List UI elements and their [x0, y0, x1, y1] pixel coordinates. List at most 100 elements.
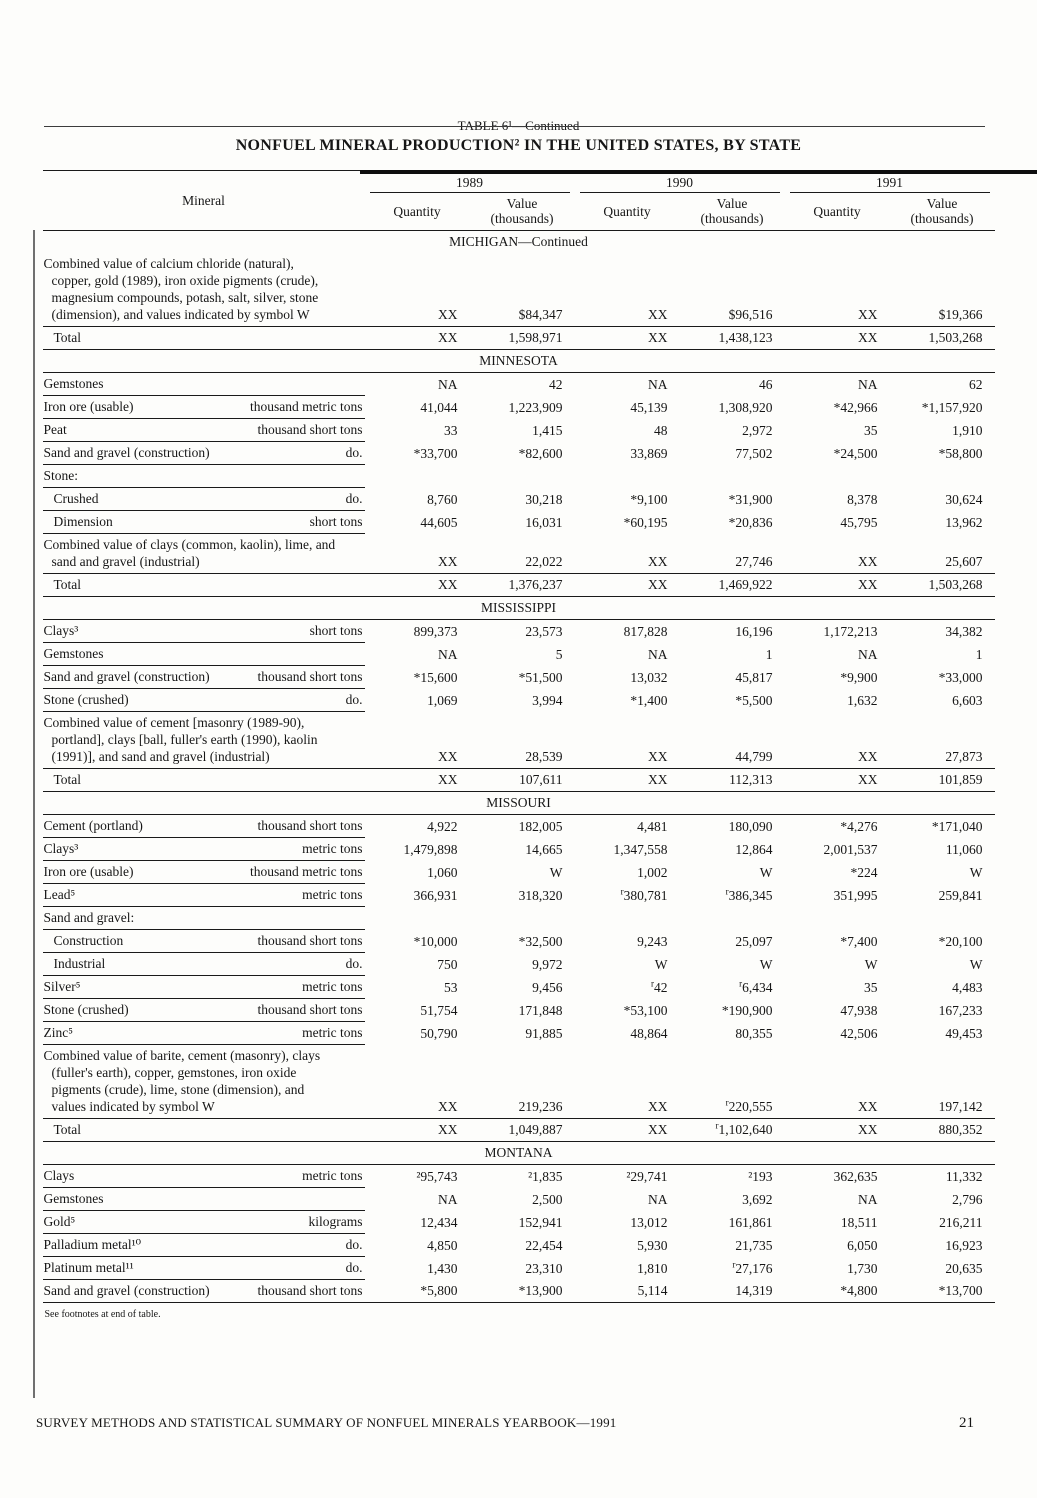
mineral-label: Stone:: [43, 468, 79, 483]
value-cell: *42,966: [833, 400, 878, 415]
unit-label: do.: [345, 1237, 363, 1252]
unit-label: do.: [345, 491, 363, 506]
unit-label: metric tons: [302, 1168, 363, 1183]
mineral-label: Stone (crushed): [43, 692, 129, 707]
table-row: Sand and gravel:: [42, 907, 995, 930]
mineral-label: Clays: [43, 1168, 75, 1183]
value-cell: 27,746: [735, 554, 773, 569]
value-cell: 5: [555, 647, 563, 662]
mineral-label-cell: Combined value of cement [masonry (1989-…: [43, 712, 365, 768]
value-cell: 1,632: [847, 693, 878, 708]
value-cell: 14,319: [735, 1283, 773, 1298]
value-cell: 25,607: [945, 554, 983, 569]
value-cell: *60,195: [623, 515, 668, 530]
table-row: Iron ore (usable) thousand metric tons 1,0…: [42, 861, 995, 884]
value-cell: XX: [648, 1099, 668, 1114]
value-cell: XX: [648, 554, 668, 569]
unit-label: metric tons: [302, 979, 363, 994]
value-cell: XX: [858, 772, 878, 787]
table-title: NONFUEL MINERAL PRODUCTION² IN THE UNITE…: [235, 137, 802, 154]
value-cell: 23,310: [525, 1261, 563, 1276]
value-cell: 167,233: [938, 1003, 983, 1018]
value-cell: r42: [651, 978, 668, 995]
table-row: Combined value of calcium chloride (natu…: [42, 253, 995, 327]
value-cell: NA: [858, 1192, 878, 1207]
value-cell: r220,555: [725, 1097, 773, 1114]
value-cell: *9,100: [630, 492, 668, 507]
value-cell: XX: [858, 307, 878, 322]
value-cell: 8,378: [847, 492, 878, 507]
value-cell: 9,456: [532, 980, 563, 995]
mineral-column-header: Mineral: [182, 193, 225, 208]
value-cell: NA: [858, 377, 878, 392]
value-column-header: Value (thousands): [680, 193, 785, 230]
value-cell: 1,810: [637, 1261, 668, 1276]
unit-label: thousand short tons: [257, 422, 363, 437]
mineral-label-cell: Sand and gravel:: [42, 907, 365, 930]
mineral-label-line: Combined value of calcium chloride (natu…: [43, 256, 294, 271]
value-cell: [680, 483, 785, 488]
value-cell: 1,503,268: [928, 577, 983, 592]
scan-edge-top: [44, 126, 985, 127]
value-cell: *1,157,920: [921, 400, 983, 415]
value-cell: 12,434: [420, 1215, 458, 1230]
mineral-label-cell: Total: [43, 327, 365, 349]
value-cell: XX: [438, 772, 458, 787]
value-cell: XX: [858, 554, 878, 569]
table-row: Stone (crushed) do. 1,069 3,994 *1,400 *5,500…: [42, 689, 995, 712]
value-cell: 51,754: [420, 1003, 458, 1018]
year-label: 1991: [789, 171, 990, 193]
mineral-label-cell: Iron ore (usable) thousand metric tons: [42, 396, 365, 419]
value-cell: *24,500: [833, 446, 878, 461]
value-cell: 1,308,920: [718, 400, 773, 415]
section-header: MINNESOTA: [42, 350, 995, 373]
table-row: Industrial do. 750 9,972 W W W W: [42, 953, 995, 976]
value-header-line1: Value: [506, 196, 538, 211]
table-row: Crushed do. 8,760 30,218 *9,100 *31,900 8,378 3…: [42, 488, 995, 511]
value-cell: 2,500: [532, 1192, 563, 1207]
value-cell: $96,516: [728, 307, 773, 322]
value-cell: 33,869: [630, 446, 668, 461]
quantity-column-header: Quantity: [813, 203, 861, 219]
value-cell: [890, 925, 995, 930]
value-cell: 42: [549, 377, 563, 392]
mineral-label: Total: [53, 1122, 82, 1137]
value-cell: 1,376,237: [508, 577, 563, 592]
value-cell: 48,864: [630, 1026, 668, 1041]
value-cell: *7,400: [840, 934, 878, 949]
mineral-label-cell: Iron ore (usable) thousand metric tons: [42, 861, 365, 884]
mineral-label: Sand and gravel (construction): [43, 669, 210, 684]
value-cell: *58,800: [938, 446, 983, 461]
mineral-label: Clays³: [43, 841, 79, 856]
value-cell: 91,885: [525, 1026, 563, 1041]
value-cell: 62: [969, 377, 983, 392]
mineral-label: Total: [53, 772, 82, 787]
value-cell: XX: [438, 554, 458, 569]
table-row: Total XX 1,376,237 XX 1,469,922 XX 1,503,268: [42, 574, 995, 597]
page-number: 21: [959, 1415, 974, 1431]
value-cell: *51,500: [518, 670, 563, 685]
value-cell: 44,799: [735, 749, 773, 764]
value-cell: XX: [438, 307, 458, 322]
table-row: Gemstones NA 5 NA 1 NA 1: [42, 643, 995, 666]
mineral-label-cell: Cement (portland) thousand short tons: [42, 815, 365, 838]
mineral-label: Total: [53, 577, 82, 592]
value-cell: XX: [858, 1099, 878, 1114]
value-cell: 42,506: [840, 1026, 878, 1041]
unit-label: do.: [345, 445, 363, 460]
footer-text: SURVEY METHODS AND STATISTICAL SUMMARY O…: [36, 1415, 617, 1430]
value-cell: XX: [438, 1122, 458, 1137]
year-subheaders: Quantity Value (thousands): [365, 193, 575, 230]
value-cell: r380,781: [620, 886, 668, 903]
value-cell: 22,454: [525, 1238, 563, 1253]
unit-label: thousand metric tons: [250, 399, 363, 414]
value-cell: 11,332: [945, 1169, 983, 1184]
mineral-label-cell: Clays metric tons: [42, 1165, 365, 1188]
table-row: Iron ore (usable) thousand metric tons 41,…: [42, 396, 995, 419]
table-row: Gemstones NA 2,500 NA 3,692 NA 2,796: [42, 1188, 995, 1211]
value-cell: ²95,743: [416, 1169, 458, 1184]
section-header: MISSOURI: [42, 792, 995, 815]
mineral-label: Iron ore (usable): [43, 399, 134, 414]
mineral-label-cell: Combined value of calcium chloride (natu…: [43, 253, 365, 326]
value-cell: 1,002: [637, 865, 668, 880]
